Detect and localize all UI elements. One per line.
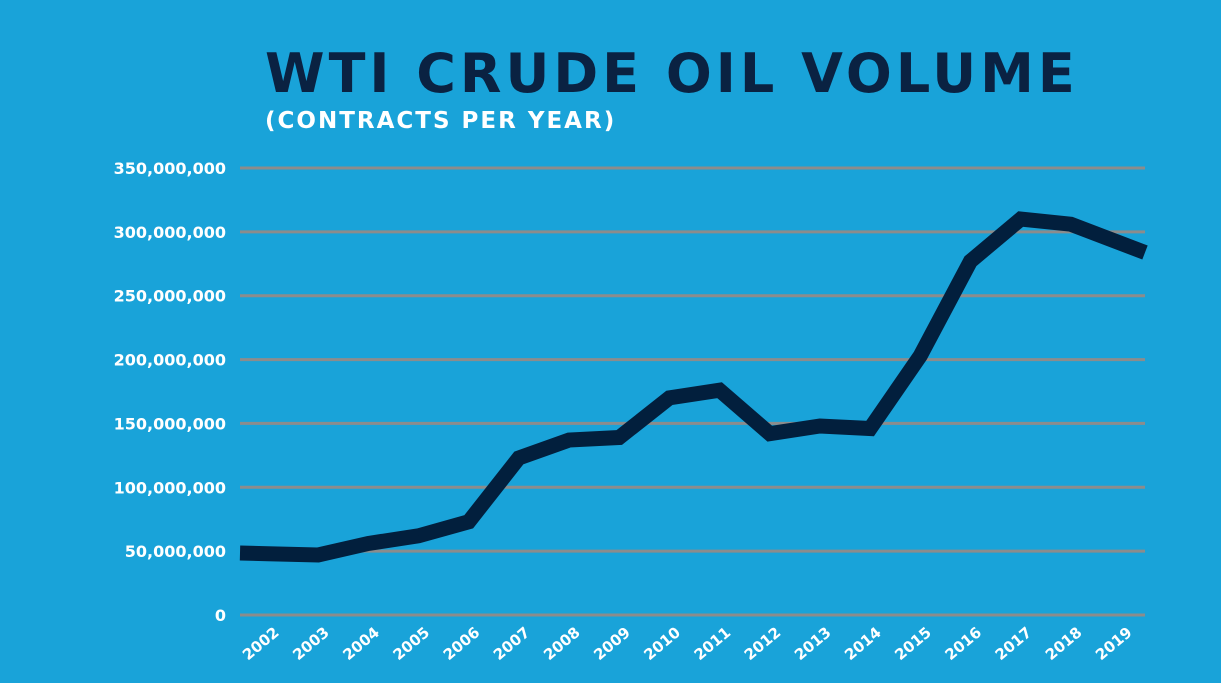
x-tick-label: 2008: [540, 623, 584, 664]
x-tick-label: 2018: [1042, 623, 1086, 664]
y-tick-label: 250,000,000: [114, 287, 226, 306]
x-tick-label: 2012: [741, 623, 785, 664]
chart-title: WTI CRUDE OIL VOLUME: [265, 42, 1079, 105]
x-tick-label: 2013: [791, 623, 835, 664]
x-tick-label: 2015: [891, 623, 935, 664]
series-line: [239, 211, 1148, 563]
x-tick-label: 2017: [992, 623, 1036, 664]
x-tick-label: 2011: [691, 623, 735, 664]
y-tick-label: 50,000,000: [125, 542, 226, 561]
x-tick-label: 2007: [490, 623, 534, 664]
x-tick-label: 2002: [239, 623, 283, 664]
y-tick-label: 150,000,000: [114, 414, 226, 433]
x-tick-label: 2019: [1092, 623, 1136, 664]
y-tick-label: 300,000,000: [114, 223, 226, 242]
x-tick-label: 2010: [640, 623, 684, 664]
y-tick-label: 0: [215, 606, 226, 625]
x-tick-label: 2006: [440, 623, 484, 664]
x-tick-label: 2003: [289, 623, 333, 664]
chart-subtitle: (CONTRACTS PER YEAR): [265, 108, 617, 134]
x-tick-label: 2004: [339, 623, 383, 664]
y-tick-label: 350,000,000: [114, 159, 226, 178]
y-tick-label: 100,000,000: [114, 478, 226, 497]
x-tick-label: 2009: [590, 623, 634, 664]
x-tick-label: 2016: [941, 623, 985, 664]
x-tick-label: 2005: [390, 623, 434, 664]
y-tick-label: 200,000,000: [114, 351, 226, 370]
x-tick-label: 2014: [841, 623, 885, 664]
